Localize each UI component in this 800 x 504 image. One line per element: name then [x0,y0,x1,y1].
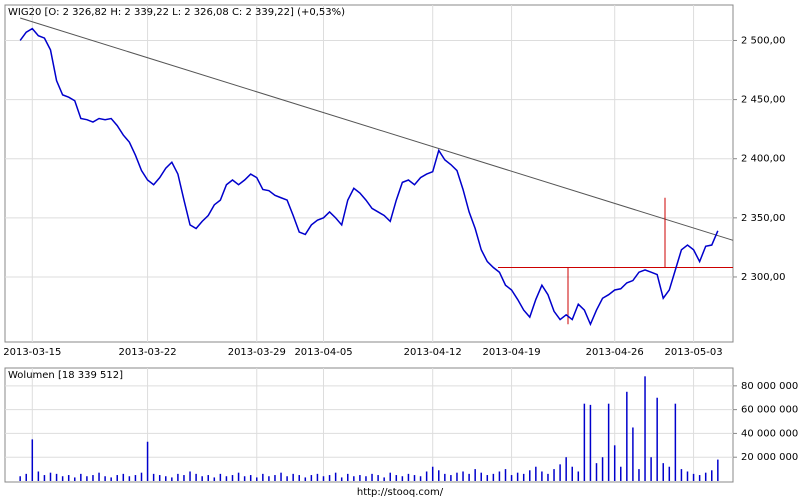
y-tick-label: 40 000 000 [741,428,798,439]
x-tick-label: 2013-05-03 [665,347,723,358]
y-tick-label: 60 000 000 [741,405,798,416]
x-tick-label: 2013-04-05 [294,347,352,358]
x-tick-label: 2013-03-29 [228,347,286,358]
y-tick-label: 2 500,00 [741,35,786,46]
price-panel [4,4,734,343]
trend-line [20,17,734,241]
x-tick-label: 2013-04-12 [404,347,462,358]
chart-title: WIG20 [O: 2 326,82 H: 2 339,22 L: 2 326,… [8,7,345,18]
y-tick-label: 2 300,00 [741,272,786,283]
x-tick-label: 2013-04-19 [483,347,541,358]
x-tick-label: 2013-04-26 [586,347,644,358]
x-tick-label: 2013-03-15 [3,347,61,358]
y-tick-label: 80 000 000 [741,381,798,392]
source: http://stooq.com/ [357,487,444,498]
y-tick-label: 2 350,00 [741,213,786,224]
volume-panel [4,367,734,483]
volume-label: Wolumen [18 339 512] [8,370,123,381]
price-line [19,27,719,327]
y-tick-label: 2 450,00 [741,95,786,106]
y-tick-label: 20 000 000 [741,452,798,463]
y-tick-label: 2 400,00 [741,154,786,165]
x-tick-label: 2013-03-22 [119,347,177,358]
